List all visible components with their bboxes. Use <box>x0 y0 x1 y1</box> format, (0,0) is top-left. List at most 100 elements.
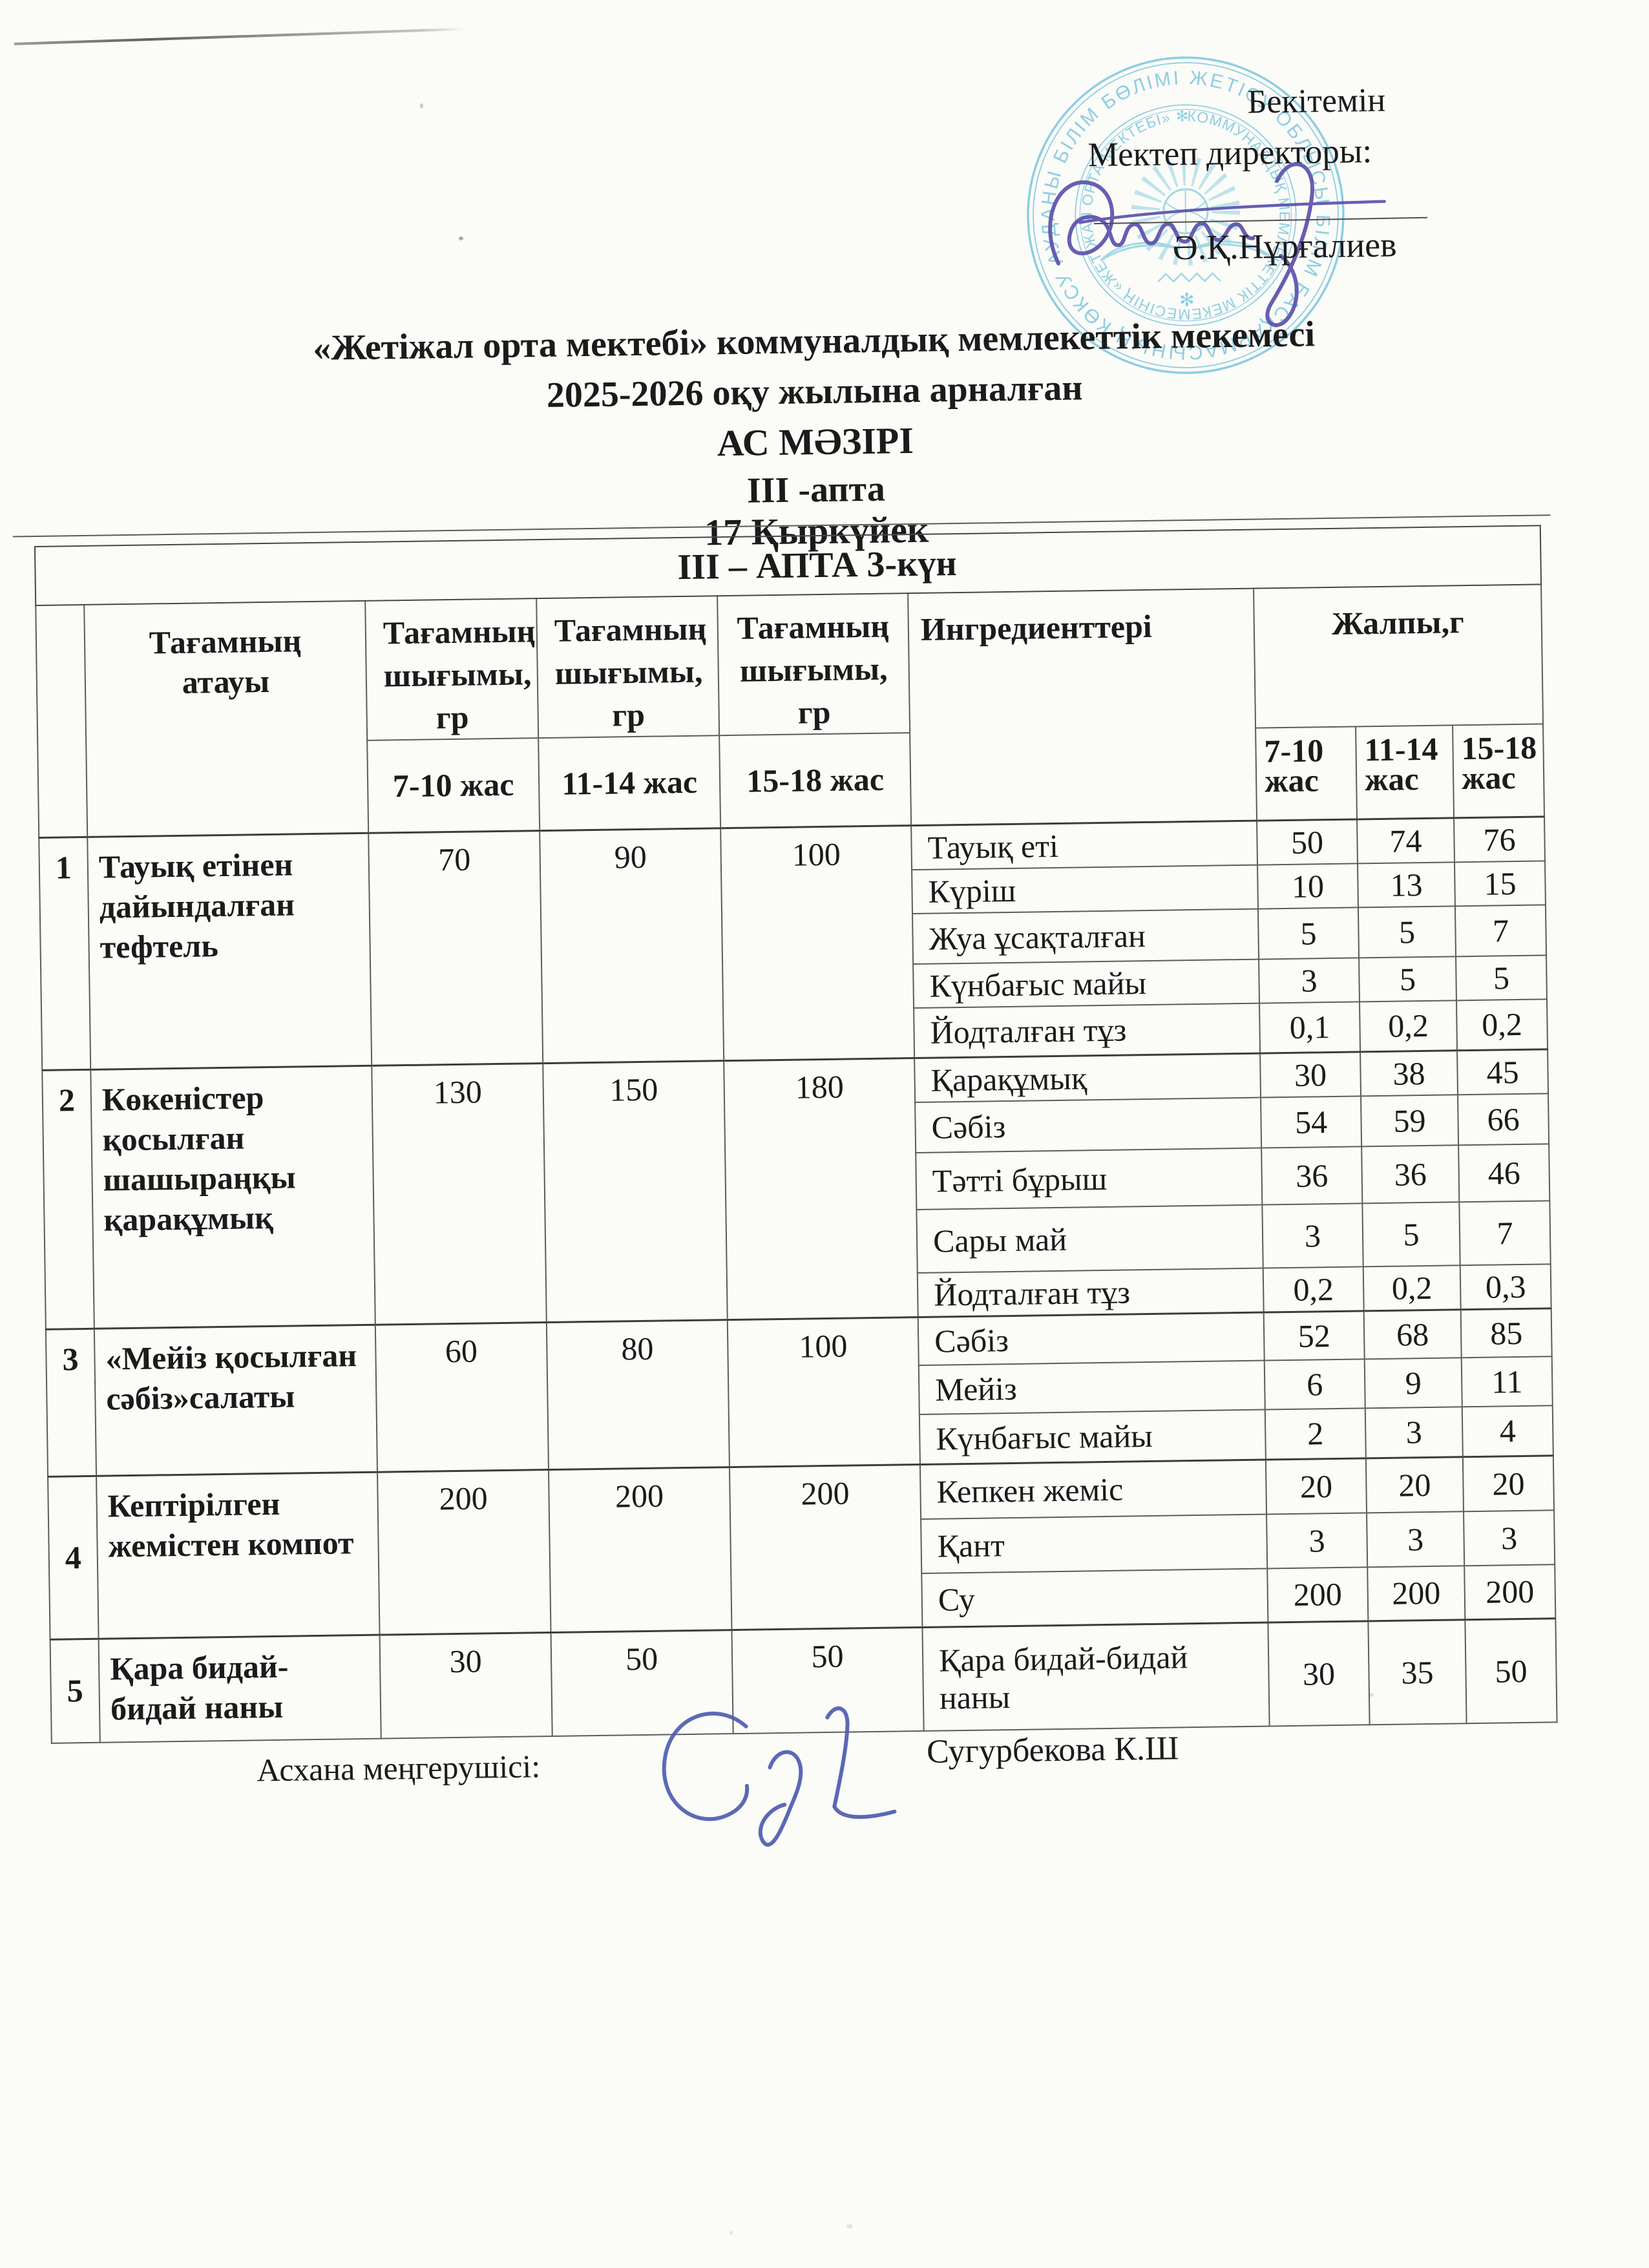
row-number-header <box>36 604 88 837</box>
ingredient-value-cell: 85 <box>1460 1308 1552 1358</box>
ingredient-value-cell: 68 <box>1363 1309 1462 1359</box>
ingredient-value-cell: 54 <box>1261 1096 1362 1148</box>
signature-loops <box>1048 180 1255 266</box>
manager-signature <box>662 1706 897 1847</box>
ingredient-value-cell: 20 <box>1265 1458 1367 1515</box>
stamp-outer-circle-2 <box>1033 62 1339 368</box>
ingredient-name-cell: Тәтті бұрыш <box>916 1148 1263 1210</box>
ingredient-name-cell: Сары май <box>916 1204 1263 1274</box>
row-number-cell: 1 <box>39 836 91 1071</box>
dish-name-cell: Көкеністер қосылған шашыраңқы қарақұмық <box>90 1066 375 1329</box>
emblem-ray-ring <box>1131 156 1241 266</box>
emblem-right-wing <box>1192 240 1273 259</box>
dish-name-cell: «Мейіз қосылған сәбіз»салаты <box>94 1325 378 1476</box>
dish-name-cell: Кептірілген жемістен компот <box>96 1472 380 1639</box>
signature-stem <box>825 1706 850 1809</box>
ingredient-name-cell: Йодталған тұз <box>914 1003 1261 1058</box>
ingredient-value-cell: 9 <box>1364 1357 1462 1408</box>
col-header-output-2: Тағамның шығымы, гр <box>536 596 720 739</box>
menu-table: III – АПТА 3-күн Тағамның атауы Тағамның… <box>34 525 1558 1743</box>
ingredient-value-cell: 35 <box>1368 1619 1467 1725</box>
stamp-middle-circle <box>1075 104 1297 326</box>
ingredient-value-cell: 76 <box>1454 816 1546 862</box>
ingredient-value-cell: 5 <box>1358 905 1456 958</box>
ingredient-value-cell: 11 <box>1461 1356 1553 1407</box>
ingredient-name-cell: Су <box>921 1568 1268 1628</box>
ingredient-name-cell: Йодталған тұз <box>917 1268 1264 1318</box>
ingredient-name-cell: Мейіз <box>918 1360 1265 1414</box>
ingredient-value-cell: 3 <box>1464 1509 1555 1566</box>
portion-value-cell: 100 <box>727 1317 920 1467</box>
scan-speck <box>459 236 463 240</box>
total-age-header-3: 15-18 жас <box>1453 724 1545 818</box>
ingredient-value-cell: 6 <box>1264 1358 1365 1410</box>
ingredient-value-cell: 20 <box>1462 1455 1555 1511</box>
ingredient-value-cell: 5 <box>1359 956 1456 1002</box>
approve-label: Бекітемін <box>1247 81 1386 121</box>
school-round-stamp: ЖЕТІСУ ОБЛЫСЫ БІЛІМ БАСҚАРМАСЫНЫҢ КӨКСУ … <box>1021 51 1345 374</box>
scan-speck <box>420 103 423 109</box>
ingredient-value-cell: 36 <box>1261 1146 1363 1205</box>
row-number-cell: 4 <box>48 1476 99 1640</box>
ingredient-value-cell: 15 <box>1454 860 1546 906</box>
ingredient-name-cell: Тауық еті <box>911 820 1258 870</box>
ingredient-value-cell: 0,2 <box>1456 998 1548 1051</box>
ingredient-value-cell: 38 <box>1360 1050 1458 1097</box>
portion-value-cell: 30 <box>379 1632 552 1739</box>
ingredient-value-cell: 13 <box>1357 861 1455 907</box>
ingredient-value-cell: 46 <box>1458 1144 1550 1202</box>
portion-value-cell: 200 <box>548 1467 732 1633</box>
ingredient-name-cell: Кепкен жеміс <box>919 1460 1267 1519</box>
portion-value-cell: 90 <box>540 828 724 1064</box>
ingredient-value-cell: 3 <box>1259 957 1360 1003</box>
total-age-header-2: 11-14 жас <box>1356 725 1455 819</box>
signature-cross-stroke <box>1078 200 1386 224</box>
canteen-manager-label: Асхана меңгерушісі: <box>257 1748 541 1789</box>
scan-speck <box>729 2231 733 2235</box>
scan-speck <box>1369 1693 1374 1697</box>
ingredient-value-cell: 4 <box>1462 1405 1553 1457</box>
dish-name-cell: Тауық етінен дайындалған тефтель <box>87 832 372 1070</box>
emblem-ornament <box>1157 272 1221 283</box>
ingredient-value-cell: 3 <box>1266 1512 1368 1569</box>
ingredient-value-cell: 200 <box>1267 1566 1369 1622</box>
ingredient-name-cell: Сәбіз <box>915 1097 1262 1153</box>
signature-flourish <box>1265 162 1314 327</box>
col-header-output-1: Тағамның шығымы, гр <box>365 598 539 740</box>
ingredient-name-cell: Күріш <box>912 865 1258 914</box>
signature-c-loop <box>662 1711 750 1822</box>
ingredient-name-cell: Қарақұмық <box>914 1053 1261 1103</box>
age-header-3: 15-18 жас <box>719 733 912 828</box>
ingredient-value-cell: 50 <box>1465 1618 1557 1723</box>
director-name: Ә.Қ.Нұрғалиев <box>1172 225 1397 268</box>
ingredient-value-cell: 0,1 <box>1259 1001 1361 1054</box>
portion-value-cell: 200 <box>377 1469 551 1635</box>
director-signature <box>1048 162 1386 327</box>
ingredient-value-cell: 5 <box>1362 1202 1460 1267</box>
ingredient-value-cell: 200 <box>1464 1564 1556 1620</box>
stamp-middle-circle-2 <box>1079 109 1292 322</box>
portion-value-cell: 80 <box>546 1319 730 1470</box>
ingredient-name-cell: Сәбіз <box>918 1312 1265 1365</box>
ingredient-name-cell: Қант <box>921 1514 1268 1573</box>
col-header-total: Жалпы,г <box>1254 584 1544 728</box>
ingredient-value-cell: 2 <box>1265 1407 1366 1460</box>
signature-y-loop <box>758 1750 803 1847</box>
ingredient-value-cell: 0,2 <box>1263 1266 1364 1313</box>
age-header-1: 7-10 жас <box>367 738 540 833</box>
col-header-ingredients: Ингредиенттері <box>908 588 1257 826</box>
ingredient-name-cell: Қара бидай-бидай наны <box>922 1622 1270 1731</box>
portion-value-cell: 200 <box>729 1464 923 1630</box>
ingredient-value-cell: 5 <box>1257 907 1360 960</box>
ingredient-value-cell: 66 <box>1458 1093 1549 1146</box>
ingredient-value-cell: 20 <box>1365 1456 1464 1513</box>
ingredient-value-cell: 36 <box>1361 1145 1460 1204</box>
portion-value-cell: 130 <box>372 1063 547 1325</box>
manager-name: Сугурбекова К.Ш <box>926 1730 1179 1770</box>
ingredient-value-cell: 30 <box>1260 1051 1361 1098</box>
ingredient-value-cell: 30 <box>1268 1621 1370 1726</box>
ingredient-value-cell: 0,3 <box>1460 1264 1551 1310</box>
col-header-dish: Тағамның атауы <box>84 600 369 837</box>
ingredient-name-cell: Жуа ұсақталған <box>912 908 1259 964</box>
